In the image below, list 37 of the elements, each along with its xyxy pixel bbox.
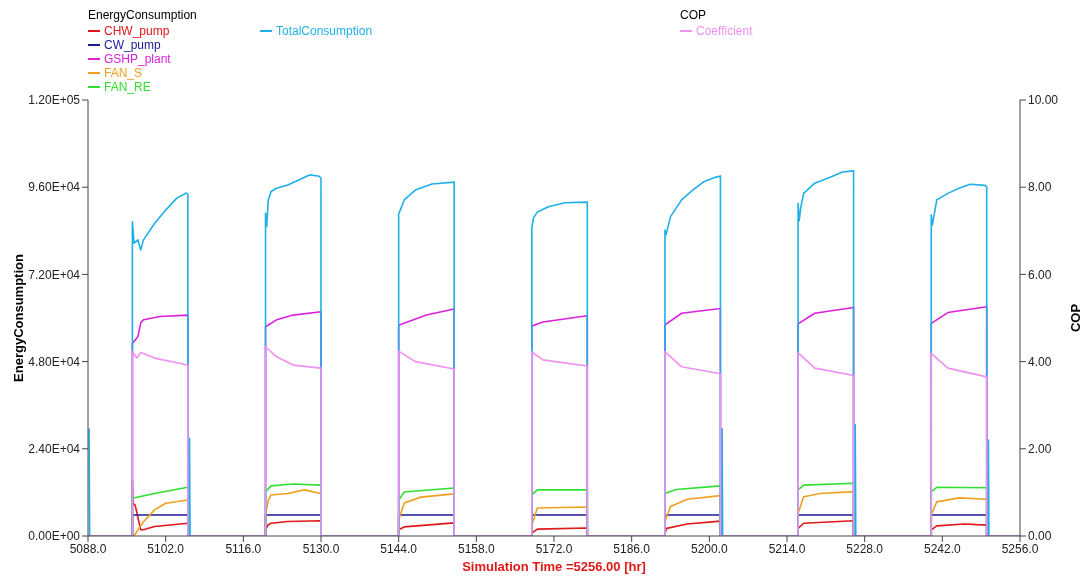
x-tick-label: 5144.0 — [380, 541, 418, 556]
y2-tick-label: 8.00 — [1028, 180, 1052, 195]
legend-label: CW_pump — [104, 38, 161, 52]
legend-label: GSHP_plant — [104, 52, 171, 66]
y-tick-label: 2.40E+04 — [28, 442, 81, 457]
legend-label: FAN_S — [104, 66, 143, 80]
y-axis-title: EnergyConsumption — [10, 254, 26, 382]
legend-label: Coefficient — [696, 24, 753, 38]
x-tick-label: 5116.0 — [225, 541, 262, 556]
x-tick-label: 5228.0 — [846, 541, 884, 556]
y2-tick-label: 0.00 — [1028, 529, 1052, 544]
x-tick-label: 5242.0 — [923, 541, 962, 556]
x-tick-label: 5158.0 — [457, 541, 496, 556]
x-tick-label: 5172.0 — [535, 541, 573, 556]
y2-tick-label: 10.00 — [1028, 93, 1059, 108]
y2-tick-label: 4.00 — [1028, 354, 1052, 369]
text: COP — [680, 8, 707, 22]
y2-axis-title: COP — [1067, 303, 1083, 333]
y2-tick-label: 6.00 — [1028, 267, 1052, 282]
x-tick-label: 5200.0 — [690, 541, 729, 556]
y2-tick-label: 2.00 — [1028, 442, 1052, 457]
x-tick-label: 5186.0 — [613, 541, 651, 556]
y-tick-label: 1.20E+05 — [28, 93, 81, 108]
y-tick-label: 9.60E+04 — [28, 180, 81, 195]
x-axis-title: Simulation Time =5256.00 [hr] — [462, 559, 646, 574]
legend-label: CHW_pump — [104, 24, 170, 38]
y-tick-label: 7.20E+04 — [28, 267, 81, 282]
y-tick-label: 4.80E+04 — [28, 354, 81, 369]
text: EnergyConsumption — [88, 8, 197, 22]
legend-label: TotalConsumption — [276, 24, 373, 38]
x-tick-label: 5088.0 — [69, 541, 107, 556]
legend-label: FAN_RE — [104, 80, 151, 94]
x-tick-label: 5102.0 — [147, 541, 185, 556]
y-tick-label: 0.00E+00 — [28, 529, 81, 544]
x-tick-label: 5214.0 — [768, 541, 806, 556]
x-tick-label: 5256.0 — [1001, 541, 1039, 556]
x-tick-label: 5130.0 — [302, 541, 340, 556]
